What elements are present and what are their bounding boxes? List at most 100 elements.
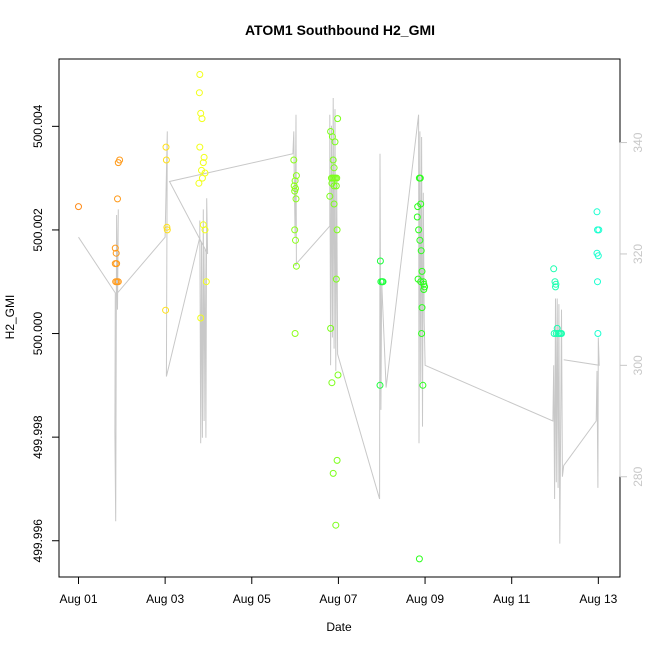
data-point	[332, 182, 340, 190]
data-point	[116, 156, 124, 164]
data-point	[111, 244, 119, 252]
x-tick-label: Aug 01	[59, 592, 97, 606]
data-point	[114, 195, 121, 203]
data-point	[331, 138, 339, 146]
y-axis-left: 499.996 499.998 500.000 500.002 500.004	[31, 104, 60, 563]
data-point	[595, 226, 603, 234]
y-tick-label: 500.004	[31, 104, 45, 148]
data-point	[594, 278, 601, 286]
data-point	[552, 280, 560, 288]
data-point	[376, 381, 384, 389]
x-tick-label: Aug 07	[319, 592, 357, 606]
data-point	[163, 226, 171, 234]
data-point	[199, 159, 207, 167]
data-point	[112, 249, 120, 257]
x-tick-label: Aug 11	[493, 592, 530, 606]
data-point	[202, 278, 210, 286]
data-point	[594, 252, 602, 260]
data-point	[416, 174, 424, 182]
data-point	[334, 371, 342, 379]
data-point	[198, 115, 206, 123]
data-point	[292, 262, 300, 270]
chart-title: ATOM1 Southbound H2_GMI	[245, 22, 435, 38]
data-point	[558, 330, 565, 337]
data-point	[420, 286, 428, 293]
data-point	[200, 153, 208, 161]
y-tick-label: 499.996	[31, 519, 45, 563]
data-point	[416, 236, 424, 244]
data-point	[413, 213, 421, 221]
scatter-points-layer	[75, 71, 603, 563]
data-point	[326, 192, 334, 200]
data-point	[163, 223, 171, 231]
data-point	[376, 257, 384, 265]
data-point	[195, 179, 203, 187]
data-point	[332, 521, 340, 529]
x-axis-label: Date	[326, 620, 352, 634]
y-axis-right: 280 300 320 340	[619, 132, 645, 487]
y-axis-label: H2_GMI	[3, 295, 17, 340]
data-point	[419, 381, 427, 389]
data-point	[162, 156, 170, 164]
y-tick-label: 499.998	[31, 415, 45, 459]
data-point	[114, 278, 122, 286]
data-point	[292, 195, 300, 203]
data-point	[196, 143, 204, 151]
data-point	[197, 314, 205, 322]
y-tick-label: 500.002	[31, 208, 45, 252]
data-point	[332, 275, 340, 283]
data-point	[334, 115, 342, 123]
right-y-tick-label: 340	[631, 132, 645, 152]
data-point	[75, 203, 82, 211]
right-y-tick-label: 300	[631, 355, 645, 375]
data-point	[162, 143, 170, 151]
x-tick-label: Aug 05	[233, 592, 271, 606]
data-point	[291, 226, 299, 234]
x-axis: Aug 01 Aug 03 Aug 05 Aug 07 Aug 09 Aug 11 Aug …	[59, 576, 618, 606]
data-point	[327, 324, 335, 332]
data-point	[292, 236, 299, 244]
data-point	[552, 283, 559, 291]
data-point	[417, 200, 425, 208]
data-point	[333, 456, 341, 464]
right-y-tick-label: 280	[631, 466, 645, 486]
data-point	[292, 172, 300, 180]
data-point	[197, 109, 205, 117]
data-point	[162, 306, 170, 314]
data-point	[330, 182, 338, 190]
x-tick-label: Aug 09	[406, 592, 444, 606]
plot-frame	[58, 58, 621, 578]
x-tick-label: Aug 13	[579, 592, 617, 606]
data-point	[196, 71, 204, 78]
y-tick-label: 500.000	[31, 312, 45, 356]
x-tick-label: Aug 03	[146, 592, 184, 606]
data-point	[329, 469, 337, 477]
data-point	[593, 208, 601, 216]
data-point	[198, 174, 206, 182]
data-point	[418, 330, 426, 337]
data-point	[291, 330, 299, 337]
data-point	[330, 164, 338, 172]
right-y-tick-label: 320	[631, 244, 645, 264]
data-point	[328, 379, 336, 387]
data-point	[379, 278, 387, 286]
data-point	[330, 200, 338, 208]
secondary-series-line	[78, 97, 600, 544]
data-point	[333, 226, 341, 234]
data-point	[419, 278, 427, 286]
data-point	[201, 226, 209, 234]
data-point	[291, 187, 299, 195]
data-point	[113, 260, 121, 268]
data-point	[418, 267, 426, 275]
data-point	[290, 156, 298, 164]
data-point	[594, 330, 602, 337]
secondary-series-layer	[78, 97, 600, 544]
data-point	[291, 177, 299, 185]
data-point	[333, 174, 341, 182]
data-point	[195, 89, 203, 97]
data-point	[415, 555, 423, 563]
data-point	[550, 265, 558, 273]
data-point	[417, 247, 425, 255]
data-point	[415, 226, 423, 234]
